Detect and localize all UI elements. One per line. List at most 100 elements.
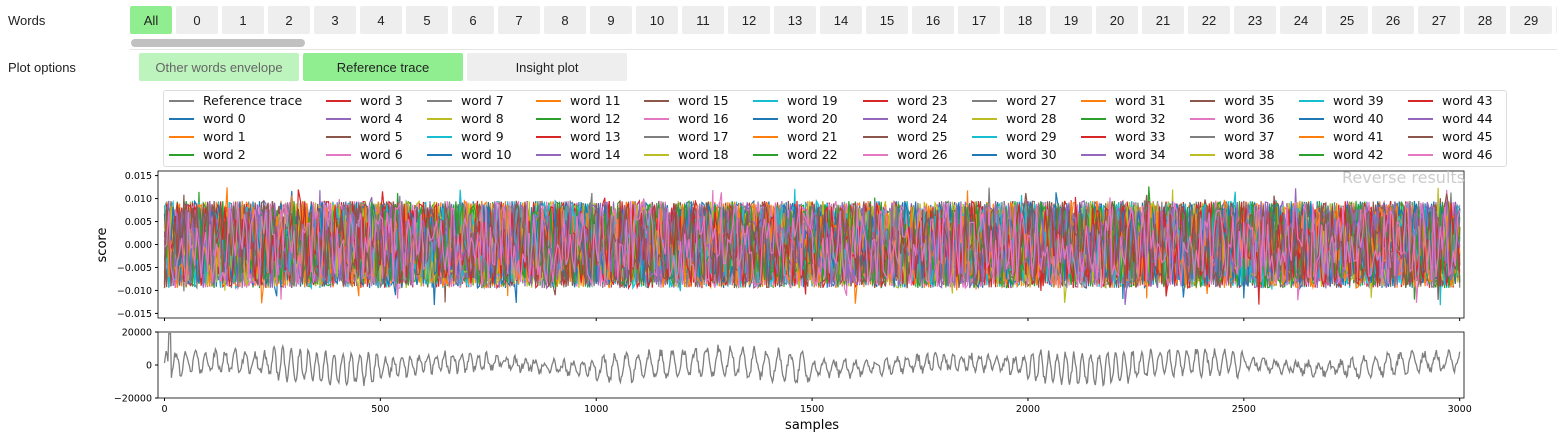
- legend-swatch: [753, 99, 778, 102]
- word-button-10[interactable]: 10: [636, 6, 678, 34]
- word-button-3[interactable]: 3: [314, 6, 356, 34]
- series-word-11: [163, 200, 1461, 297]
- legend-entry: word 37: [1190, 129, 1275, 144]
- word-button-7[interactable]: 7: [498, 6, 540, 34]
- series-word-10: [163, 201, 1461, 289]
- word-button-15[interactable]: 15: [866, 6, 908, 34]
- word-button-5[interactable]: 5: [406, 6, 448, 34]
- legend-swatch: [1299, 135, 1324, 138]
- legend-label: word 3: [360, 93, 403, 108]
- y-tick-label: −0.015: [117, 309, 152, 320]
- word-button-8[interactable]: 8: [544, 6, 586, 34]
- legend-swatch: [169, 135, 194, 138]
- legend-entry: word 10: [427, 147, 512, 162]
- legend-label: word 14: [570, 147, 621, 162]
- words-label: Words: [8, 13, 46, 28]
- legend-label: word 25: [897, 129, 948, 144]
- legend-label: word 18: [678, 147, 729, 162]
- legend-entry: word 5: [326, 129, 403, 144]
- legend-swatch: [1190, 117, 1215, 120]
- legend-entry: word 3: [326, 93, 403, 108]
- legend-swatch: [169, 117, 194, 120]
- word-button-17[interactable]: 17: [958, 6, 1000, 34]
- legend-entry: word 0: [169, 111, 246, 126]
- legend-swatch: [1408, 117, 1433, 120]
- word-button-25[interactable]: 25: [1326, 6, 1368, 34]
- word-button-0[interactable]: 0: [176, 6, 218, 34]
- legend-entry: word 34: [1081, 147, 1166, 162]
- series-word-18: [163, 189, 1461, 290]
- x-axis-label: samples: [785, 418, 839, 433]
- legend-label: word 2: [203, 147, 246, 162]
- word-button-1[interactable]: 1: [222, 6, 264, 34]
- series-word-37: [163, 192, 1461, 290]
- legend-swatch: [536, 153, 561, 156]
- word-button-all[interactable]: All: [130, 6, 172, 34]
- word-button-9[interactable]: 9: [590, 6, 632, 34]
- legend-swatch: [1081, 153, 1106, 156]
- series-word-9: [164, 188, 1461, 306]
- word-button-16[interactable]: 16: [912, 6, 954, 34]
- series-word-19: [163, 199, 1461, 290]
- word-button-4[interactable]: 4: [360, 6, 402, 34]
- legend-entry: word 41: [1299, 129, 1384, 144]
- word-button-28[interactable]: 28: [1464, 6, 1506, 34]
- series-word-14: [163, 199, 1461, 289]
- series-word-2: [163, 191, 1461, 289]
- legend-label: word 10: [461, 147, 512, 162]
- legend-swatch: [1081, 117, 1106, 120]
- word-selector: All 0 1 2 3 4 5 6 7 8 9 10 11 12 13 14 15 16 17 18 19 20 21 22 2…: [130, 6, 1557, 34]
- legend-swatch: [326, 117, 351, 120]
- word-button-14[interactable]: 14: [820, 6, 862, 34]
- reference-trace-button[interactable]: Reference trace: [303, 53, 463, 81]
- series-word-17: [163, 187, 1461, 288]
- series-word-6: [163, 199, 1461, 301]
- word-button-2[interactable]: 2: [268, 6, 310, 34]
- legend-entry: word 8: [427, 111, 504, 126]
- word-button-6[interactable]: 6: [452, 6, 494, 34]
- word-button-20[interactable]: 20: [1096, 6, 1138, 34]
- legend-label: word 36: [1224, 111, 1275, 126]
- legend-label: word 34: [1115, 147, 1166, 162]
- word-button-29[interactable]: 29: [1510, 6, 1552, 34]
- legend-entry: word 17: [644, 129, 729, 144]
- word-button-11[interactable]: 11: [682, 6, 724, 34]
- plot-options-label: Plot options: [8, 60, 76, 75]
- word-button-22[interactable]: 22: [1188, 6, 1230, 34]
- series-word-34: [163, 197, 1461, 289]
- word-button-21[interactable]: 21: [1142, 6, 1184, 34]
- legend-entry: word 4: [326, 111, 403, 126]
- series-word-23: [163, 200, 1461, 290]
- legend-entry: word 29: [972, 129, 1057, 144]
- legend-entry: word 40: [1299, 111, 1384, 126]
- legend-swatch: [169, 99, 194, 102]
- series-word-26: [164, 189, 1461, 300]
- word-button-26[interactable]: 26: [1372, 6, 1414, 34]
- other-words-envelope-button[interactable]: Other words envelope: [139, 53, 299, 81]
- series-word-3: [163, 191, 1461, 291]
- series-word-38: [163, 187, 1461, 294]
- series-word-16: [163, 199, 1461, 296]
- legend-label: word 1: [203, 129, 246, 144]
- word-button-18[interactable]: 18: [1004, 6, 1046, 34]
- legend-label: word 38: [1224, 147, 1275, 162]
- insight-plot-button[interactable]: Insight plot: [467, 53, 627, 81]
- word-button-24[interactable]: 24: [1280, 6, 1322, 34]
- word-button-13[interactable]: 13: [774, 6, 816, 34]
- legend-swatch: [753, 153, 778, 156]
- legend-label: word 17: [678, 129, 729, 144]
- legend-swatch: [326, 153, 351, 156]
- legend-entry: word 22: [753, 147, 838, 162]
- word-scrollbar[interactable]: [130, 37, 1557, 50]
- legend-entry: word 31: [1081, 93, 1166, 108]
- legend-label: word 44: [1442, 111, 1493, 126]
- legend-label: word 5: [360, 129, 403, 144]
- word-button-19[interactable]: 19: [1050, 6, 1092, 34]
- series-word-43: [163, 189, 1461, 305]
- scrollbar-thumb[interactable]: [131, 39, 305, 47]
- word-button-12[interactable]: 12: [728, 6, 770, 34]
- word-button-23[interactable]: 23: [1234, 6, 1276, 34]
- word-button-27[interactable]: 27: [1418, 6, 1460, 34]
- legend-entry: word 46: [1408, 147, 1493, 162]
- legend-label: word 26: [897, 147, 948, 162]
